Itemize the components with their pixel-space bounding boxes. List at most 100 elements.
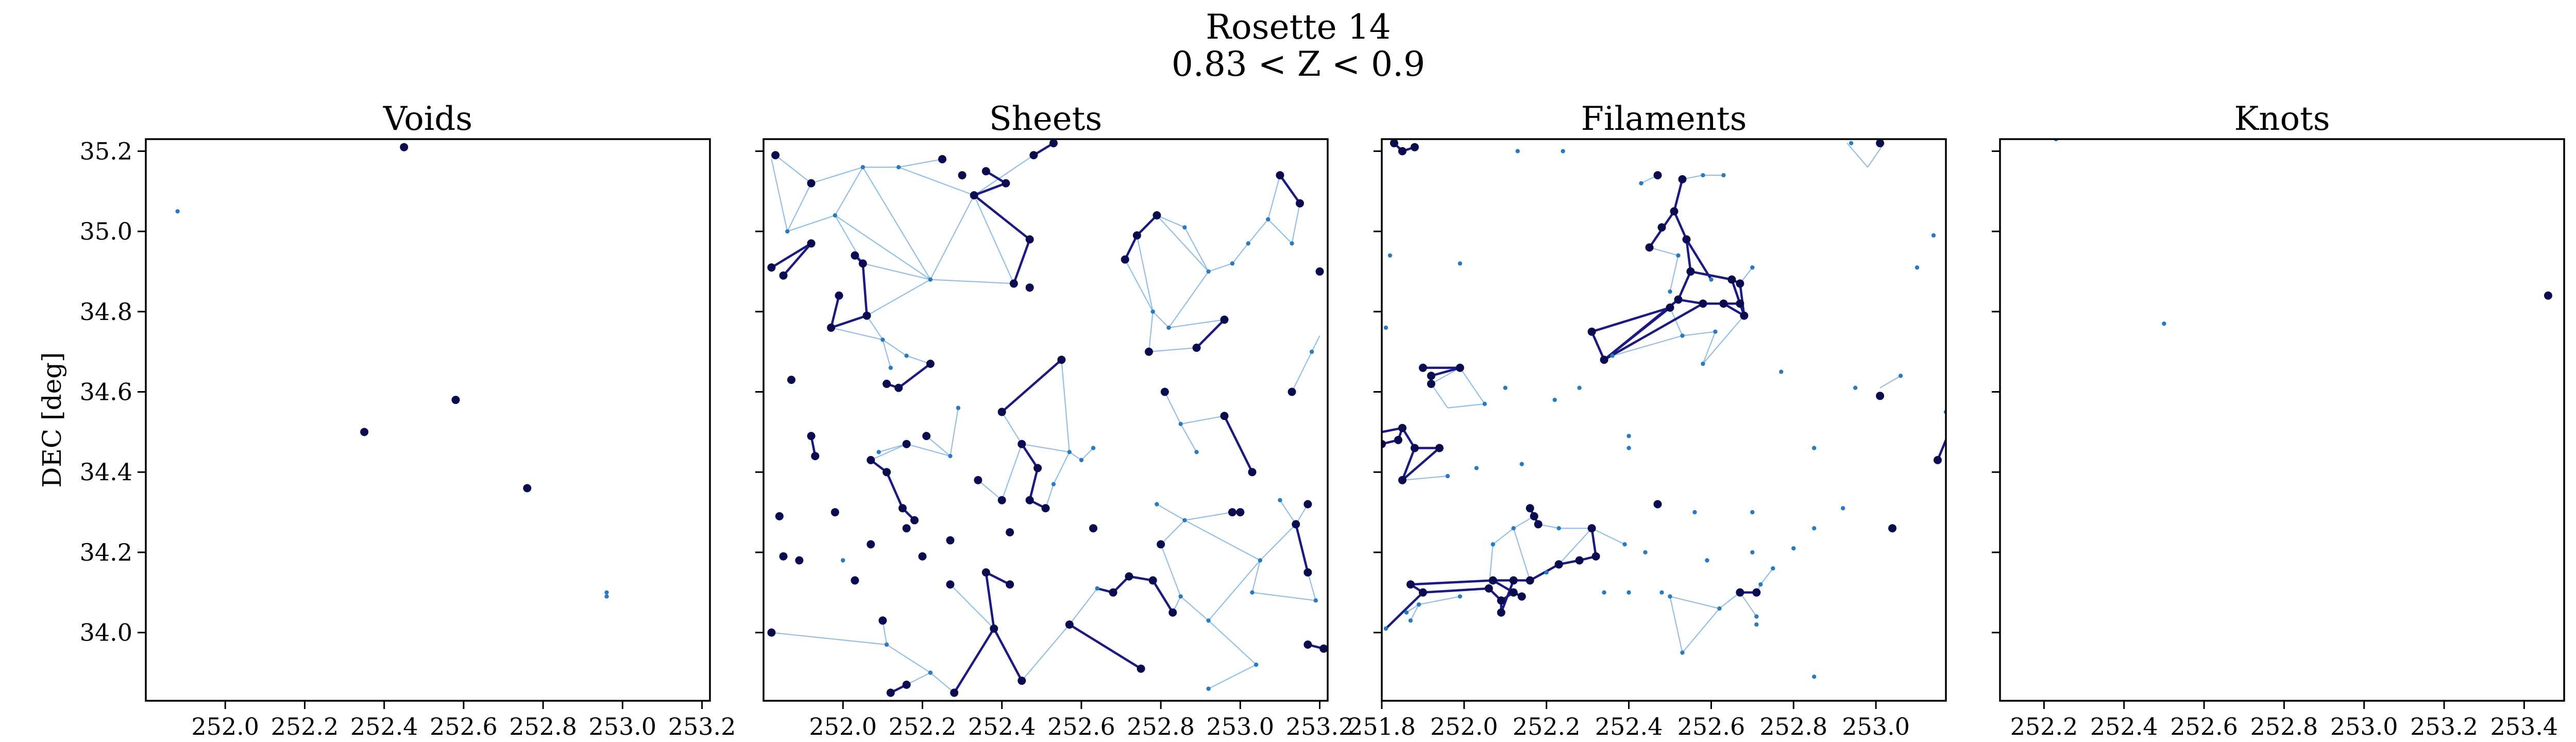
galaxy-point xyxy=(1404,610,1409,615)
strong-edge xyxy=(1678,298,1703,305)
galaxy-point xyxy=(1561,149,1565,154)
panel-title: Voids xyxy=(383,100,472,138)
galaxy-point-dense xyxy=(981,568,990,577)
weak-edge xyxy=(1022,443,1070,453)
galaxy-point-dense xyxy=(1049,139,1058,147)
weak-edge xyxy=(1156,214,1185,228)
x-tick-label: 253.0 xyxy=(2330,713,2398,740)
galaxy-point xyxy=(1705,558,1709,563)
weak-edge xyxy=(870,443,907,461)
galaxy-point xyxy=(928,670,933,675)
galaxy-point-dense xyxy=(779,271,788,280)
weak-edge xyxy=(1267,218,1293,244)
galaxy-point-dense xyxy=(1287,387,1296,396)
galaxy-point xyxy=(1490,542,1496,547)
galaxy-point-dense xyxy=(1876,139,1885,147)
strong-edge xyxy=(1422,587,1489,594)
galaxy-point-dense xyxy=(1296,199,1304,208)
strong-edge xyxy=(1500,580,1515,613)
galaxy-point xyxy=(1754,622,1759,627)
galaxy-point-dense xyxy=(858,259,867,268)
galaxy-point-dense xyxy=(1670,207,1679,216)
weak-edge xyxy=(1669,307,1683,336)
galaxy-point-dense xyxy=(1740,311,1749,320)
galaxy-point xyxy=(1931,233,1936,238)
galaxy-point xyxy=(860,165,865,170)
galaxy-point xyxy=(1914,265,1920,270)
strong-edge xyxy=(1021,443,1039,469)
galaxy-point-dense xyxy=(360,428,369,436)
galaxy-point-dense xyxy=(970,191,978,199)
galaxy-point-dense xyxy=(862,311,871,320)
x-tick-label: 252.6 xyxy=(2170,713,2238,740)
galaxy-point xyxy=(876,450,881,454)
strong-edge xyxy=(1590,528,1597,557)
galaxy-point-dense xyxy=(997,408,1006,416)
galaxy-point-dense xyxy=(400,143,409,151)
galaxy-point-dense xyxy=(1006,580,1014,589)
galaxy-point xyxy=(928,277,933,282)
galaxy-point-dense xyxy=(918,552,927,561)
galaxy-point-dense xyxy=(1398,476,1406,484)
galaxy-point-dense xyxy=(1148,576,1157,585)
strong-edge xyxy=(985,572,995,629)
plot-area xyxy=(767,139,1328,697)
x-tick-label: 252.8 xyxy=(2250,713,2318,740)
galaxy-point-dense xyxy=(1526,576,1534,585)
galaxy-point xyxy=(956,406,961,410)
strong-edge xyxy=(1590,331,1605,361)
galaxy-point-dense xyxy=(1418,588,1427,597)
strong-edge xyxy=(1069,623,1142,670)
galaxy-point xyxy=(1668,594,1672,599)
plot-area xyxy=(175,143,609,599)
galaxy-point-dense xyxy=(1236,508,1245,517)
weak-edge xyxy=(1208,664,1257,689)
weak-edge xyxy=(1431,367,1461,384)
galaxy-point xyxy=(1779,369,1784,374)
galaxy-point xyxy=(1849,141,1854,145)
galaxy-point-dense xyxy=(1089,524,1098,533)
galaxy-point-dense xyxy=(898,504,907,513)
galaxy-point xyxy=(1676,253,1681,258)
galaxy-point-dense xyxy=(902,524,911,533)
x-tick-label: 252.2 xyxy=(2010,713,2078,740)
weak-edge xyxy=(906,443,951,457)
galaxy-point xyxy=(833,213,838,218)
weak-edge xyxy=(1001,411,1023,445)
galaxy-point xyxy=(904,353,909,358)
y-tick-label: 35.0 xyxy=(80,217,132,245)
strong-edge xyxy=(1673,211,1688,240)
galaxy-point-dense xyxy=(827,323,836,332)
galaxy-point-dense xyxy=(1427,379,1435,388)
galaxy-point-dense xyxy=(1497,596,1505,605)
galaxy-point-dense xyxy=(922,432,931,441)
weak-edge xyxy=(1418,596,1461,605)
galaxy-point xyxy=(1602,590,1606,595)
weak-edge xyxy=(1247,219,1269,244)
galaxy-point xyxy=(1290,241,1294,246)
galaxy-point xyxy=(1668,289,1672,294)
galaxy-point-dense xyxy=(1657,223,1666,232)
weak-edge xyxy=(831,327,883,341)
galaxy-point-dense xyxy=(1303,640,1312,649)
galaxy-point-dense xyxy=(883,468,891,477)
galaxy-point xyxy=(1178,594,1183,599)
galaxy-point-dense xyxy=(1653,171,1662,180)
weak-edge xyxy=(974,155,1034,196)
galaxy-point xyxy=(1659,590,1664,595)
x-tick-label: 252.8 xyxy=(1759,713,1827,740)
galaxy-point xyxy=(1383,626,1388,631)
x-tick-label: 253.0 xyxy=(1842,713,1910,740)
weak-edge xyxy=(1669,255,1679,292)
galaxy-point-dense xyxy=(1427,372,1435,380)
x-tick-label: 252.0 xyxy=(809,713,877,740)
axes-frame xyxy=(1999,138,2565,702)
axes-frame xyxy=(762,138,1329,702)
galaxy-point xyxy=(785,229,790,234)
galaxy-point-dense xyxy=(1736,299,1744,308)
strong-edge xyxy=(1124,234,1138,260)
galaxy-point-dense xyxy=(767,628,776,637)
panel-voids: Voids 252.0 252.2 252.4 252.6 252.8 253.0 253.2… xyxy=(80,100,736,740)
galaxy-point-dense xyxy=(1534,520,1543,529)
galaxy-point xyxy=(1246,241,1250,246)
